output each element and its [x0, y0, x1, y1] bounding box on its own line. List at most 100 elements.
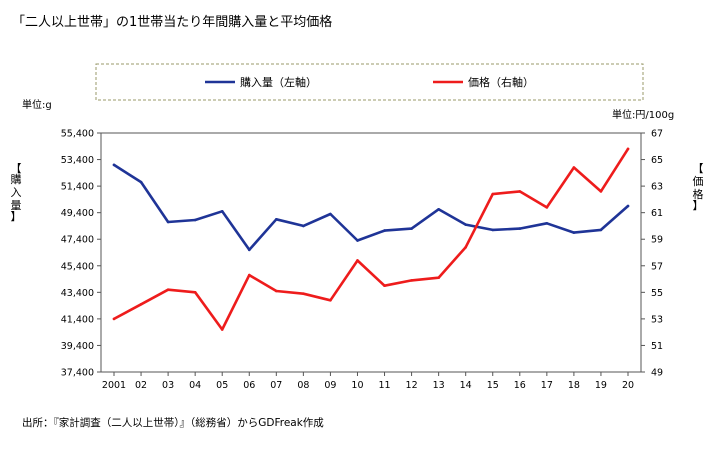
data-point-price [518, 190, 522, 193]
x-tick-label: 13 [433, 380, 445, 391]
data-point-price [572, 166, 576, 169]
data-point-volume [437, 208, 440, 211]
left-tick-label: 53,400 [61, 155, 94, 166]
left-tick-label: 41,400 [61, 314, 94, 325]
data-point-price [112, 317, 116, 321]
data-point-volume [464, 223, 467, 226]
data-point-price [464, 245, 467, 249]
x-tick-label: 02 [135, 380, 147, 391]
x-tick-label: 04 [189, 380, 201, 391]
right-tick-label: 61 [651, 208, 663, 219]
x-tick-label: 11 [378, 380, 390, 391]
left-tick-label: 39,400 [61, 341, 94, 352]
data-point-price [599, 190, 603, 193]
x-tick-label: 15 [487, 380, 499, 391]
data-point-price [193, 291, 197, 294]
data-point-price [383, 284, 386, 287]
data-point-price [410, 279, 413, 282]
data-point-volume [302, 224, 305, 228]
left-tick-label: 43,400 [61, 288, 94, 299]
left-tick-label: 51,400 [61, 182, 94, 193]
data-point-volume [545, 221, 549, 225]
left-axis-title-char: 量 [11, 199, 22, 212]
x-tick-label: 05 [216, 380, 228, 391]
plot-area [100, 132, 642, 373]
right-tick-label: 53 [651, 314, 663, 325]
data-point-price [302, 292, 305, 295]
data-point-volume [383, 229, 386, 232]
data-point-volume [193, 218, 197, 222]
x-tick-label: 10 [351, 380, 363, 391]
data-point-volume [572, 231, 576, 234]
left-axis-title-char: 購 [11, 172, 22, 186]
data-point-price [139, 302, 143, 306]
data-point-volume [220, 210, 224, 213]
data-point-volume [247, 248, 251, 252]
data-point-volume [491, 228, 495, 232]
data-point-price [356, 259, 359, 262]
left-axis-title-char: 】 [11, 210, 22, 223]
right-tick-label: 55 [651, 288, 663, 299]
right-axis-title-char: 【 [693, 162, 704, 175]
series-line-volume [112, 163, 630, 252]
data-point-volume [599, 228, 603, 232]
series-layer [112, 147, 630, 331]
x-tick-label: 17 [541, 380, 553, 391]
x-tick-label: 20 [622, 380, 634, 391]
data-point-price [166, 288, 170, 291]
x-tick-label: 18 [568, 380, 580, 391]
x-tick-label: 08 [297, 380, 309, 391]
legend-box [95, 63, 644, 101]
x-tick-label: 19 [595, 380, 607, 391]
right-tick-label: 67 [651, 129, 663, 140]
left-unit-label: 単位:g [22, 98, 52, 111]
right-axis-title: 【 価 格 】 [693, 162, 704, 212]
right-axis-title-char: 価 [693, 175, 704, 188]
right-tick-label: 51 [651, 341, 663, 352]
x-tick-label: 2001 [102, 380, 126, 391]
right-axis-title-char: 】 [693, 199, 704, 212]
left-tick-label: 45,400 [61, 261, 94, 272]
x-tick-label: 09 [324, 380, 336, 391]
left-axis-title-char: 入 [11, 186, 22, 199]
x-tick-label: 03 [162, 380, 174, 391]
data-point-price [247, 273, 251, 277]
source-note: 出所：『家計調査（二人以上世帯）』（総務省）からGDFreak作成 [22, 416, 324, 429]
data-point-volume [112, 163, 116, 167]
data-point-price [626, 147, 630, 151]
right-tick-label: 49 [651, 368, 663, 379]
x-tick-label: 14 [460, 380, 472, 391]
left-axis-title: 【 購 入 量 】 [11, 162, 22, 223]
data-point-price [437, 276, 440, 280]
right-axis-title-char: 格 [693, 187, 704, 201]
data-point-volume [410, 227, 413, 230]
data-point-volume [166, 220, 170, 224]
data-point-price [491, 192, 495, 196]
data-point-price [275, 289, 278, 293]
left-tick-label: 49,400 [61, 208, 94, 219]
legend: 購入量（左軸） 価格（右軸） [95, 63, 644, 101]
axis-ticks: 37,400 39,400 41,400 43,400 45,400 47,400 49,4… [61, 129, 663, 392]
x-tick-label: 16 [514, 380, 526, 391]
right-tick-label: 59 [651, 235, 663, 246]
data-point-price [220, 328, 224, 331]
right-tick-label: 57 [651, 261, 663, 272]
legend-label-volume: 購入量（左軸） [240, 75, 317, 89]
x-tick-label: 07 [270, 380, 282, 391]
x-tick-label: 12 [406, 380, 418, 391]
data-point-volume [329, 212, 332, 216]
data-point-volume [626, 204, 630, 208]
data-point-volume [139, 180, 143, 184]
data-point-volume [356, 239, 359, 242]
legend-label-price: 価格（右軸） [468, 75, 534, 89]
left-tick-label: 47,400 [61, 235, 94, 246]
right-tick-label: 63 [651, 182, 663, 193]
right-unit-label: 単位:円/100g [612, 108, 674, 121]
left-tick-label: 55,400 [61, 129, 94, 140]
right-tick-label: 65 [651, 155, 663, 166]
x-tick-label: 06 [243, 380, 255, 391]
data-point-price [329, 299, 332, 302]
left-axis-title-char: 【 [11, 162, 22, 175]
chart-title: 「二人以上世帯」の1世帯当たり年間購入量と平均価格 [12, 14, 332, 30]
